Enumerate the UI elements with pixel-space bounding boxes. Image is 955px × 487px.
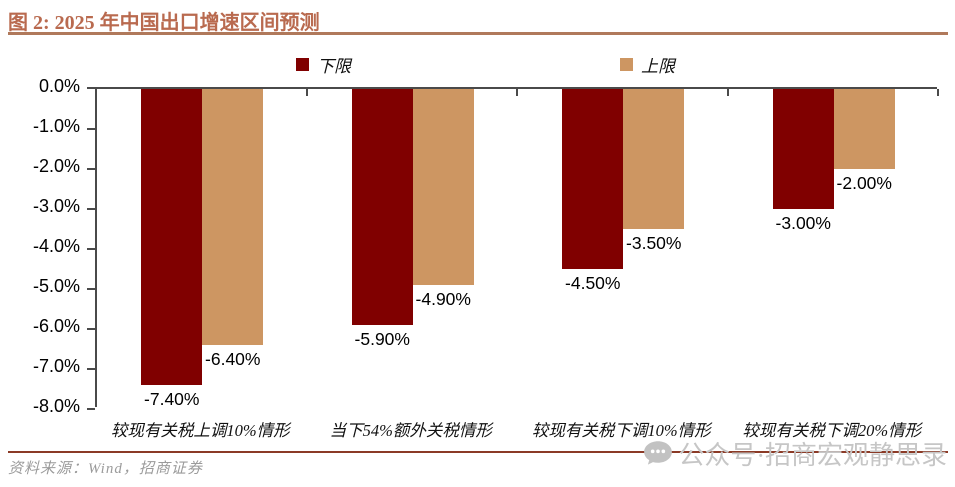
watermark: 公众号·招商宏观静思录	[642, 435, 947, 472]
y-tick-label: -2.0%	[32, 156, 80, 176]
y-axis-tick	[87, 288, 95, 290]
bar-value-label: -3.00%	[775, 213, 831, 233]
bar-cell: -3.50%	[623, 89, 685, 253]
bar-group: -4.50% -3.50%	[518, 89, 729, 407]
category-label: 较现有关税下调20%情形	[742, 421, 922, 440]
bar-value-label: -7.40%	[144, 389, 200, 409]
category-label: 当下54%额外关税情形	[329, 421, 492, 440]
y-tick-label: -4.0%	[32, 236, 80, 256]
y-axis-tick	[87, 208, 95, 210]
bar-group: -7.40% -6.40%	[97, 89, 308, 409]
bar-group: -5.90% -4.90%	[308, 89, 519, 407]
y-axis-tick	[87, 328, 95, 330]
legend-swatch-upper-bound	[620, 58, 633, 71]
x-axis-tick	[937, 89, 939, 96]
y-axis-tick	[87, 128, 95, 130]
page-title: 图 2: 2025 年中国出口增速区间预测	[8, 12, 320, 34]
y-axis-tick	[87, 87, 95, 89]
y-tick-label: 0.0%	[38, 76, 80, 96]
bar-cell: -4.90%	[412, 89, 474, 309]
y-tick-label: -7.0%	[32, 356, 80, 376]
footer-divider	[8, 451, 948, 453]
y-tick-label: -8.0%	[32, 396, 80, 416]
bar-上限	[833, 89, 895, 169]
plot-area: -7.40% -6.40% -5.90% -4.90% -4.50% -3.50% -3.0…	[87, 87, 940, 410]
wechat-icon	[644, 440, 673, 465]
bar-cell: -7.40%	[141, 89, 203, 409]
bar-上限	[623, 89, 685, 229]
bar-cell: -5.90%	[351, 89, 413, 349]
bar-下限	[562, 89, 624, 269]
x-axis-tick	[516, 89, 518, 96]
source-note: 资料来源：Wind，招商证券	[8, 461, 203, 477]
category-label: 较现有关税上调10%情形	[110, 421, 290, 440]
legend-item-lower-bound: 下限	[296, 52, 351, 77]
bar-cell: -3.00%	[772, 89, 834, 233]
watermark-text: 公众号·招商宏观静思录	[678, 441, 947, 470]
bar-下限	[351, 89, 413, 325]
y-axis-tick	[87, 168, 95, 170]
y-axis-tick	[87, 368, 95, 370]
legend-label-upper-bound: 上限	[641, 57, 675, 76]
y-tick-label: -1.0%	[32, 116, 80, 136]
category-label: 较现有关税下调10%情形	[531, 421, 711, 440]
x-axis-tick	[726, 89, 729, 96]
bar-value-label: -5.90%	[354, 329, 410, 349]
bar-value-label: -4.50%	[565, 273, 621, 293]
x-axis-category-labels: 较现有关税上调10%情形 当下54%额外关税情形 较现有关税下调10%情形 较现有关税…	[95, 417, 937, 443]
bar-value-label: -2.00%	[836, 173, 892, 193]
y-tick-label: -5.0%	[32, 276, 80, 296]
y-axis-tick	[87, 248, 95, 250]
legend-swatch-lower-bound	[296, 58, 309, 71]
bar-cell: -6.40%	[202, 89, 264, 369]
bar-下限	[772, 89, 834, 209]
bar-上限	[412, 89, 474, 285]
bar-cell: -2.00%	[833, 89, 895, 193]
legend-item-upper-bound: 上限	[620, 52, 675, 77]
y-axis-labels: 0.0% -1.0% -2.0% -3.0% -4.0% -5.0% -6.0% -7.0% -…	[0, 0, 80, 430]
y-axis-tick	[87, 408, 95, 410]
bar-value-label: -4.90%	[415, 289, 471, 309]
y-tick-label: -3.0%	[32, 196, 80, 216]
x-axis-tick	[305, 89, 308, 96]
title-underline	[8, 32, 948, 35]
bar-group: -3.00% -2.00%	[729, 89, 940, 407]
bar-上限	[202, 89, 264, 345]
bar-下限	[141, 89, 203, 385]
bar-value-label: -6.40%	[205, 349, 261, 369]
bar-value-label: -3.50%	[626, 233, 682, 253]
legend-label-lower-bound: 下限	[317, 57, 351, 76]
bar-cell: -4.50%	[562, 89, 624, 293]
y-tick-label: -6.0%	[32, 316, 80, 336]
